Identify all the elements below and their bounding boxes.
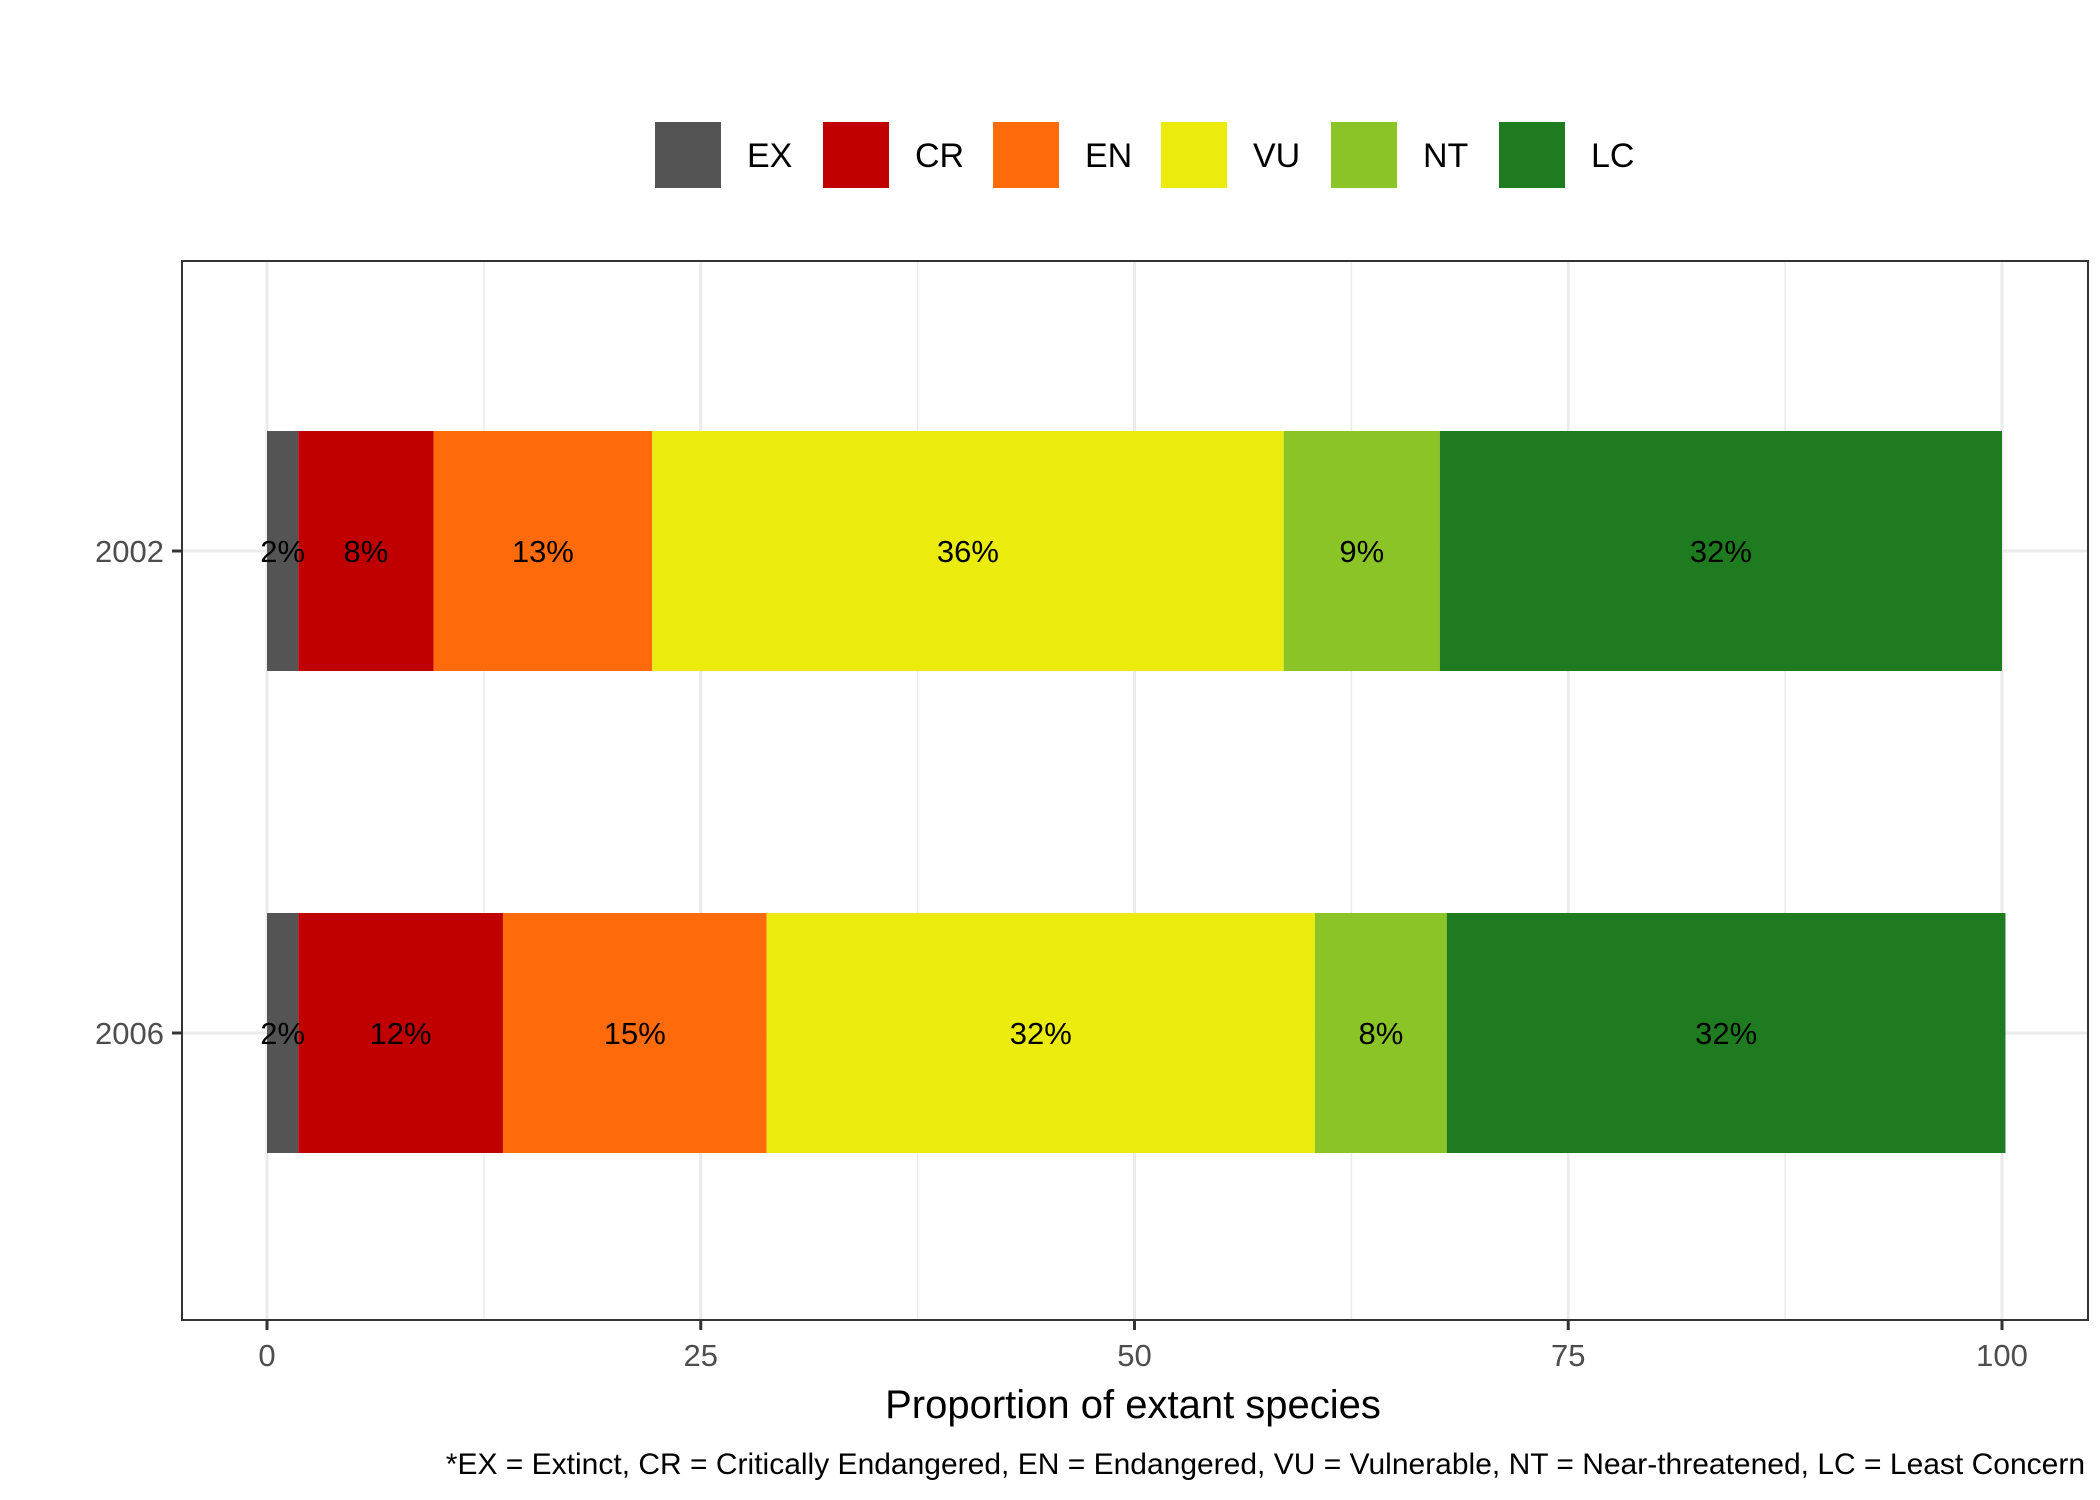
legend-label-nt: NT — [1423, 137, 1468, 175]
bar-segment-nt-2006 — [1314, 913, 1447, 1153]
data-label-ex-2002: 2% — [260, 534, 305, 569]
legend-key-lc — [1499, 122, 1565, 188]
data-label-cr-2006: 12% — [370, 1016, 432, 1051]
data-label-nt-2006: 8% — [1358, 1016, 1403, 1051]
x-axis: 0 25 50 75 100 — [258, 1320, 2028, 1373]
legend-label-vu: VU — [1253, 137, 1300, 175]
y-tick-label: 2006 — [95, 1016, 164, 1051]
bar-segment-ex-2006 — [267, 913, 299, 1153]
data-label-vu-2002: 36% — [937, 534, 999, 569]
legend-key-vu — [1161, 122, 1227, 188]
legend-label-ex: EX — [747, 137, 792, 175]
legend-label-en: EN — [1085, 137, 1132, 175]
data-label-lc-2006: 32% — [1695, 1016, 1757, 1051]
data-label-nt-2002: 9% — [1339, 534, 1384, 569]
x-tick-label: 75 — [1551, 1338, 1585, 1373]
legend-key-en — [993, 122, 1059, 188]
bar-segment-ex-2002 — [267, 431, 299, 671]
bar-segment-lc-2002 — [1439, 431, 2002, 671]
footnote-caption: *EX = Extinct, CR = Critically Endangere… — [446, 1448, 2085, 1481]
y-tick-label: 2002 — [95, 534, 164, 569]
legend: EX CR EN VU NT LC — [655, 122, 1634, 188]
bar-segment-lc-2006 — [1446, 913, 2006, 1153]
x-axis-title: Proportion of extant species — [885, 1383, 1381, 1427]
legend-key-ex — [655, 122, 721, 188]
bar-segment-nt-2002 — [1283, 431, 1440, 671]
bar-segment-vu-2006 — [766, 913, 1315, 1153]
bar-segment-vu-2002 — [652, 431, 1284, 671]
x-tick-label: 0 — [258, 1338, 275, 1373]
bar-segment-en-2002 — [433, 431, 653, 671]
data-label-lc-2002: 32% — [1690, 534, 1752, 569]
legend-key-cr — [823, 122, 889, 188]
data-label-en-2006: 15% — [604, 1016, 666, 1051]
legend-key-nt — [1331, 122, 1397, 188]
data-label-ex-2006: 2% — [260, 1016, 305, 1051]
data-label-cr-2002: 8% — [343, 534, 388, 569]
data-label-vu-2006: 32% — [1010, 1016, 1072, 1051]
legend-label-lc: LC — [1591, 137, 1634, 175]
legend-label-cr: CR — [915, 137, 964, 175]
x-tick-label: 25 — [684, 1338, 718, 1373]
x-tick-label: 50 — [1117, 1338, 1151, 1373]
x-tick-label: 100 — [1976, 1338, 2028, 1373]
bar-segment-en-2006 — [502, 913, 767, 1153]
bar-segment-cr-2006 — [298, 913, 503, 1153]
y-axis: 2002 2006 — [95, 534, 182, 1051]
bars: 2% 8% 13% 36% 9% 32% 2% 12% 15% 32% 8% 32% — [260, 431, 2006, 1153]
bar-segment-cr-2002 — [298, 431, 434, 671]
data-label-en-2002: 13% — [512, 534, 574, 569]
